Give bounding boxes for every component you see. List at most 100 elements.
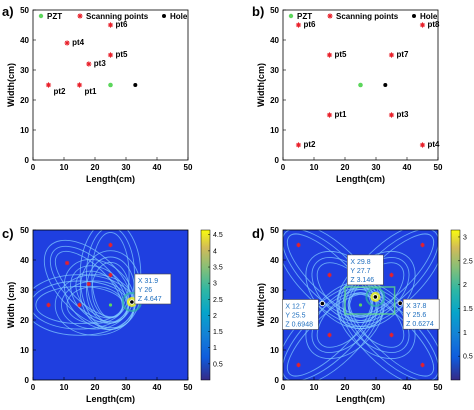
datatip-y: Y 27.7	[350, 268, 370, 275]
scan-point-pt3	[86, 61, 92, 67]
scan-point-pt3	[388, 112, 395, 118]
x-tick-label: 0	[31, 383, 36, 392]
scan-point-marker	[86, 281, 91, 287]
datatip-y: Y 25.5	[285, 313, 305, 320]
y-axis-label: Width(cm)	[256, 283, 266, 327]
legend: PZT Scanning points Hole	[288, 12, 438, 21]
x-tick-label: 50	[184, 383, 193, 392]
panel-letter: b)	[252, 4, 264, 19]
hole-marker	[383, 83, 388, 87]
scan-point-marker-stroke	[420, 363, 425, 367]
scan-point-pt8-stroke	[420, 22, 425, 28]
x-tick-label: 30	[372, 163, 381, 172]
x-tick-label: 10	[60, 163, 69, 172]
x-tick-label: 10	[310, 383, 319, 392]
scan-point-label-pt7: pt7	[397, 50, 410, 59]
scan-point-pt2	[45, 82, 52, 88]
y-tick-label: 0	[25, 376, 30, 385]
datatip-box	[134, 273, 172, 305]
y-tick-label: 10	[20, 126, 29, 135]
scan-point-marker	[296, 362, 301, 368]
y-tick-label: 40	[270, 256, 279, 265]
colorbar-tick-label: 4.5	[213, 232, 223, 239]
scan-point-label-pt5: pt5	[116, 50, 129, 59]
legend-hole-label: Hole	[170, 12, 188, 21]
datatip: X 31.9 Y 26 Z 4.647	[134, 273, 172, 305]
scan-point-label-pt4: pt4	[72, 38, 85, 47]
scan-point-pt1-stroke	[327, 112, 332, 118]
scan-point-marker-stroke	[389, 273, 394, 277]
plot-frame	[32, 229, 189, 381]
colorbar-tick-label: 1	[213, 345, 217, 352]
panel-letter: a)	[2, 4, 14, 19]
x-tick-label: 40	[153, 163, 162, 172]
legend-pzt-label: PZT	[47, 12, 62, 21]
scan-point-marker	[327, 272, 332, 278]
y-axis-label: Width(cm)	[256, 63, 266, 107]
scan-point-label-pt1: pt1	[335, 110, 348, 119]
scan-point-pt6	[295, 22, 302, 28]
datatip-y: Y 26	[138, 287, 152, 294]
scan-point-pt6-stroke	[108, 22, 113, 28]
scan-point-label-pt5: pt5	[335, 50, 348, 59]
legend-scan-marker	[77, 13, 83, 19]
colorbar	[200, 229, 211, 381]
y-tick-label: 30	[20, 66, 29, 75]
y-tick-label: 50	[20, 6, 29, 15]
legend-pzt-label: PZT	[297, 12, 312, 21]
panel-letter: d)	[252, 226, 264, 241]
scan-point-label-pt2: pt2	[54, 87, 67, 96]
scan-point-marker	[420, 362, 425, 368]
datatip-z: Z 0.6948	[285, 322, 313, 329]
colorbar-tick-label: 1.5	[463, 306, 473, 313]
scan-point-marker-stroke	[327, 333, 332, 337]
scan-point-label-pt3: pt3	[397, 110, 410, 119]
scan-point-marker-stroke	[327, 273, 332, 277]
scan-point-marker-stroke	[77, 303, 82, 307]
scan-point-label-pt1: pt1	[85, 87, 98, 96]
x-tick-label: 0	[281, 383, 286, 392]
y-tick-label: 50	[270, 226, 279, 235]
scan-point-marker-stroke	[420, 243, 425, 247]
pzt-marker	[358, 303, 363, 307]
y-tick-label: 40	[20, 36, 29, 45]
panel-c: c) 0 10 20 30 40 50 0 10 20 30 40 50 Length(cm) Width …	[2, 226, 223, 404]
y-tick-label: 20	[20, 316, 29, 325]
datatip: X 12.7 Y 25.5 Z 0.6948	[282, 299, 319, 330]
legend-hole-label: Hole	[420, 12, 438, 21]
y-tick-label: 20	[20, 96, 29, 105]
pzt-marker	[358, 82, 363, 88]
wave-ring	[338, 230, 438, 328]
x-tick-label: 10	[310, 163, 319, 172]
x-axis-label: Length(cm)	[86, 394, 135, 404]
colorbar-tick-label: 1	[463, 330, 467, 337]
scan-point-pt5-stroke	[108, 52, 113, 58]
y-tick-label: 30	[270, 66, 279, 75]
y-tick-label: 10	[270, 346, 279, 355]
panel-letter: c)	[2, 226, 14, 241]
y-tick-label: 0	[25, 156, 30, 165]
scan-point-label-pt3: pt3	[94, 59, 107, 68]
colorbar-tick-label: 3	[463, 234, 467, 241]
panel-b: b) 0 10 20 30 40 50 0 10 20 30 40 50 Length(cm) Width(…	[252, 4, 443, 184]
hole-marker	[133, 83, 138, 87]
datatip: X 37.8 Y 25.6 Z 0.6274	[402, 298, 440, 330]
x-tick-label: 50	[434, 383, 443, 392]
scan-point-marker-stroke	[389, 333, 394, 337]
datatip-z: Z 4.647	[138, 296, 162, 303]
scan-point-pt4-stroke	[420, 142, 425, 148]
scan-point-pt1-stroke	[77, 82, 82, 88]
x-tick-label: 30	[122, 163, 131, 172]
colorbar-tick-label: 0.5	[213, 361, 223, 368]
y-tick-label: 30	[20, 286, 29, 295]
scan-point-pt3-stroke	[389, 112, 394, 118]
legend-pzt-marker	[38, 13, 44, 19]
legend-scan-label: Scanning points	[86, 12, 149, 21]
colorbar-tick-label: 4	[213, 248, 217, 255]
datatip-z: Z 3.146	[350, 277, 374, 284]
y-tick-label: 0	[275, 376, 280, 385]
scan-point-label-pt6: pt6	[304, 20, 317, 29]
wave-ring	[91, 231, 130, 319]
x-tick-label: 10	[60, 383, 69, 392]
